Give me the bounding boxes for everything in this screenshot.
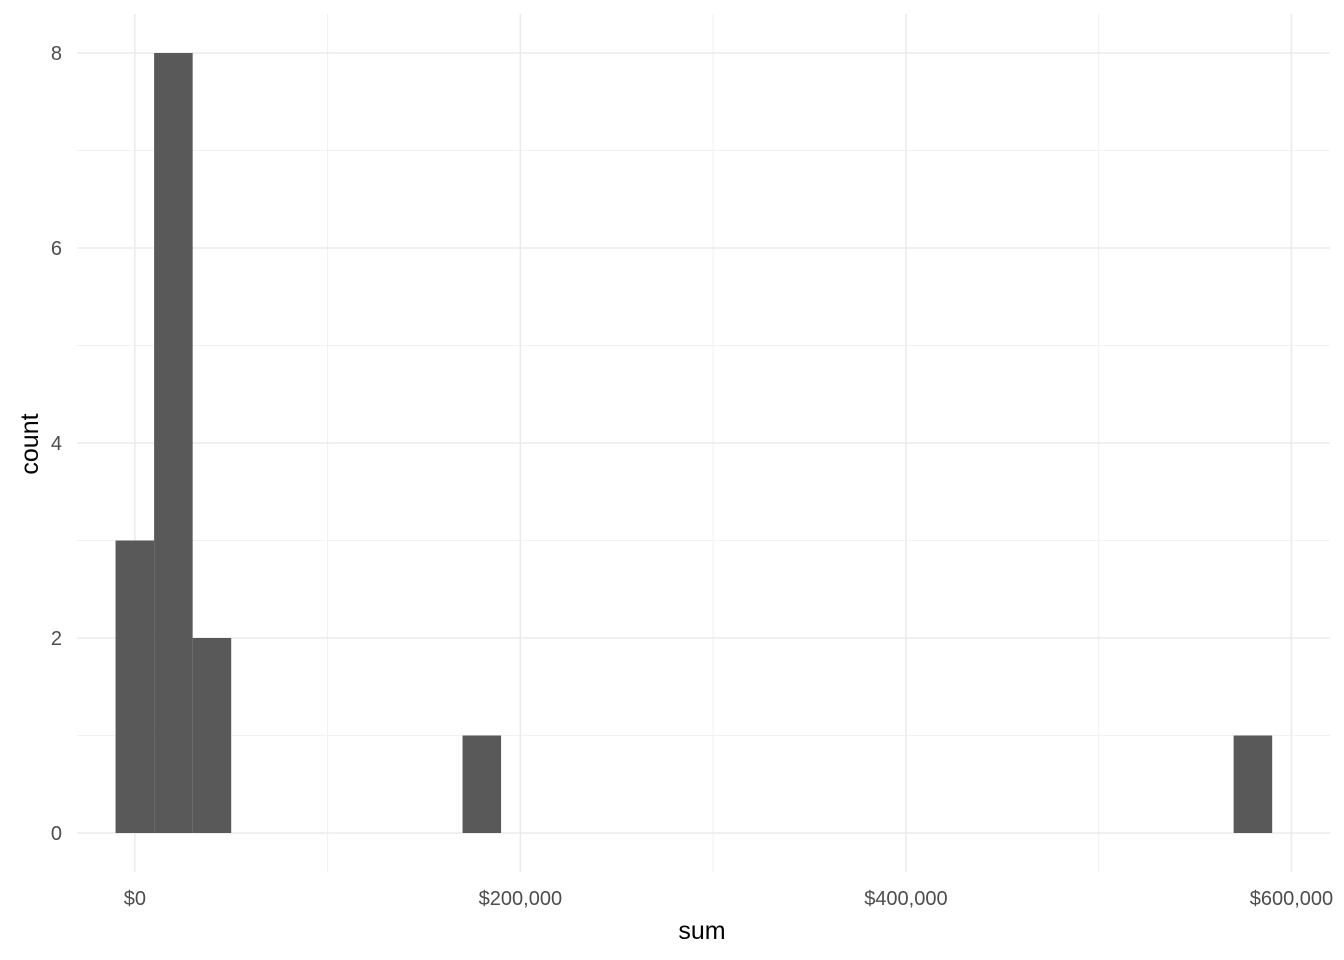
histogram-bar [115, 540, 155, 833]
x-axis-tick-labels: $0 $200,000 $400,000 $600,000 [124, 888, 1333, 910]
y-axis-tick-labels: 0 2 4 6 8 [51, 43, 62, 845]
y-tick-label: 2 [51, 628, 62, 650]
x-tick-label: $200,000 [479, 888, 562, 910]
histogram-bar [154, 53, 193, 833]
histogram-bar [192, 638, 232, 833]
grid-lines [77, 14, 1330, 872]
x-tick-label: $600,000 [1250, 888, 1333, 910]
x-tick-label: $0 [124, 888, 146, 910]
histogram-bar [1233, 735, 1273, 833]
x-tick-label: $400,000 [864, 888, 947, 910]
y-tick-label: 4 [51, 433, 62, 455]
y-axis-title: count [16, 413, 44, 474]
x-axis-title: sum [678, 917, 725, 945]
histogram-bars [115, 53, 1273, 833]
y-tick-label: 6 [51, 238, 62, 260]
y-tick-label: 0 [51, 823, 62, 845]
histogram-bar [462, 735, 502, 833]
y-tick-label: 8 [51, 43, 62, 65]
